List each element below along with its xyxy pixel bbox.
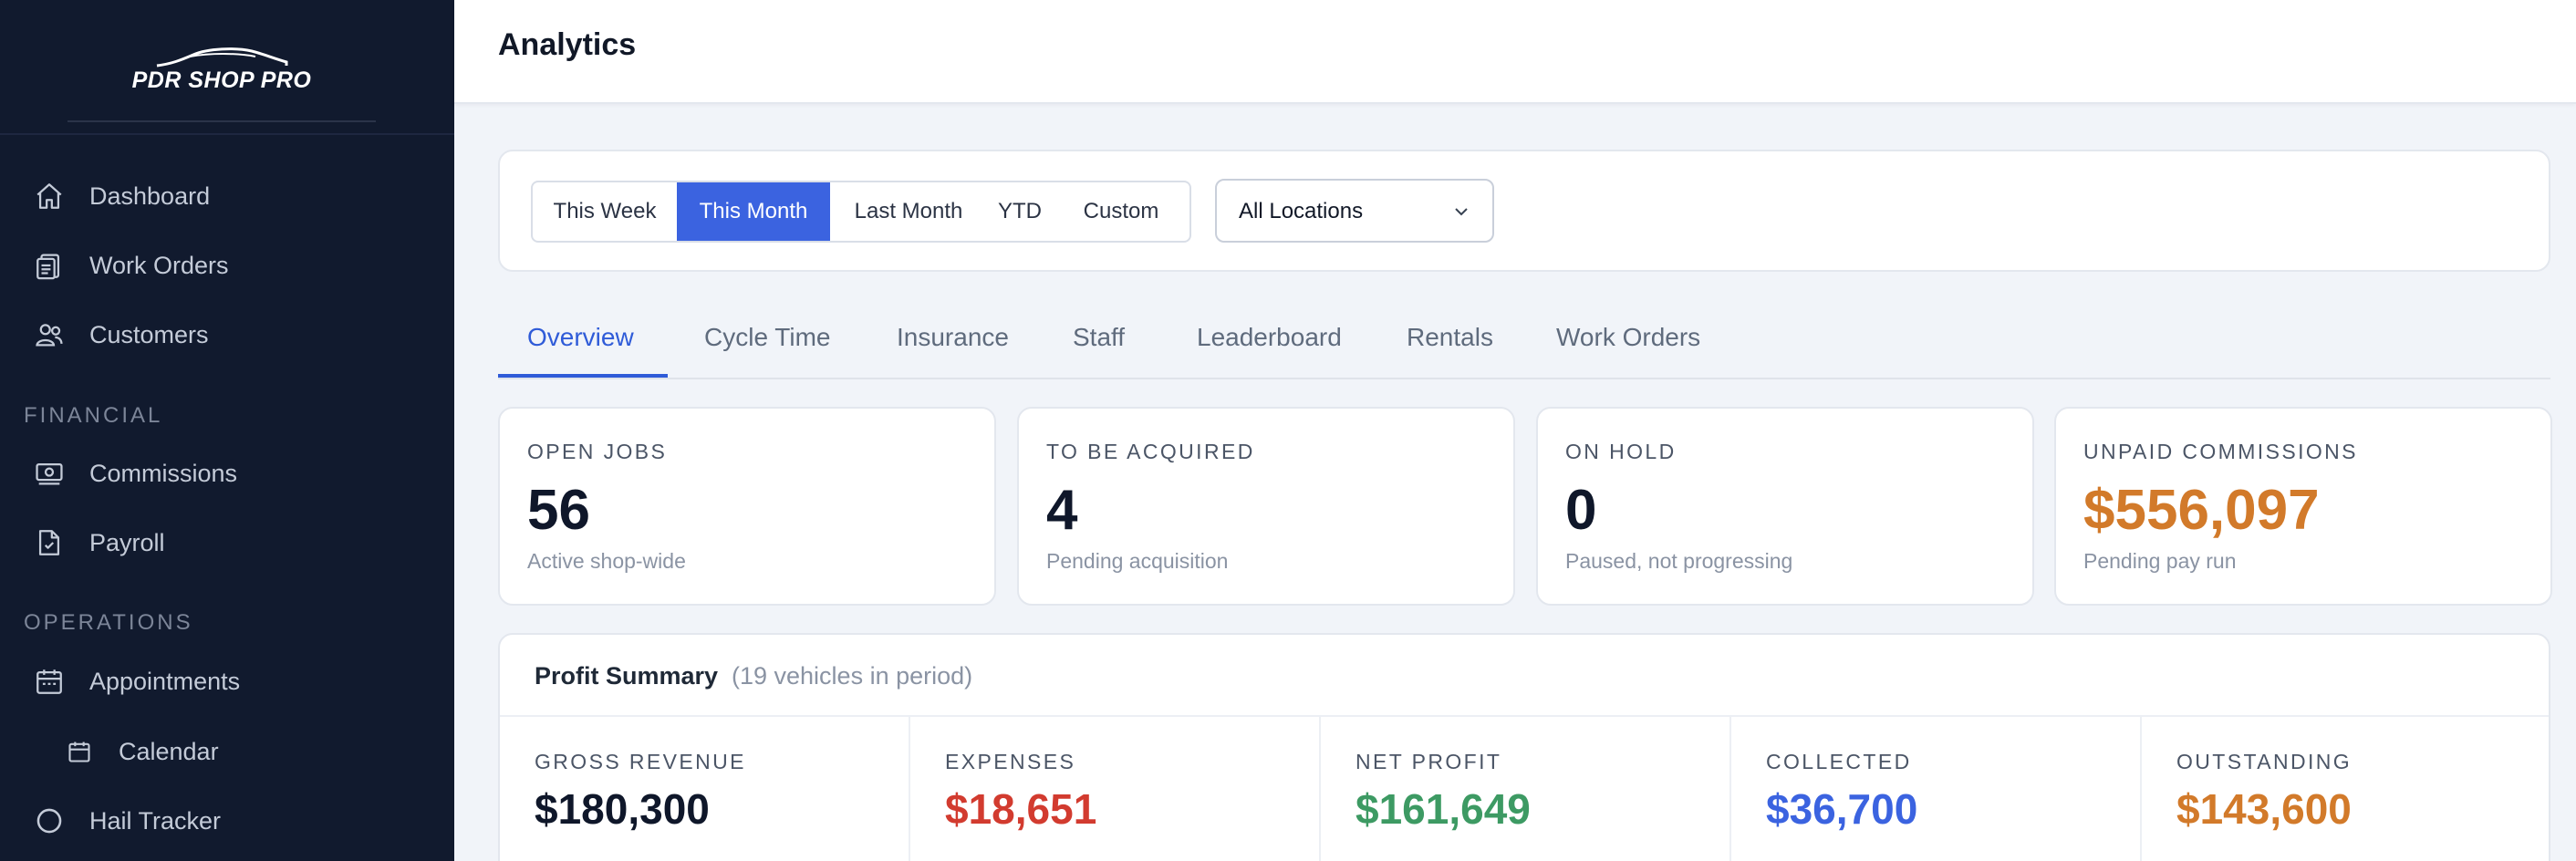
top-header: Analytics: [454, 0, 2576, 104]
metric-value: $180,300: [535, 785, 710, 833]
stat-value: $556,097: [2083, 479, 2320, 542]
metric-expenses: EXPENSES $18,651: [910, 717, 1321, 861]
stat-subtitle: Paused, not progressing: [1565, 549, 1793, 573]
stat-card-open-jobs: OPEN JOBS 56 Active shop-wide: [498, 407, 996, 606]
clipboard-icon: [33, 249, 66, 282]
metric-value: $18,651: [945, 785, 1097, 833]
metric-value: $36,700: [1766, 785, 1918, 833]
sidebar-item-label: Payroll: [89, 528, 165, 556]
filter-panel: This Week This Month Last Month YTD Cust…: [498, 150, 2550, 272]
period-last-month[interactable]: Last Month: [854, 199, 963, 223]
metric-title: GROSS REVENUE: [535, 750, 746, 773]
stat-title: UNPAID COMMISSIONS: [2083, 440, 2358, 463]
page-title: Analytics: [498, 27, 637, 62]
sidebar-item-appointments[interactable]: Appointments: [0, 652, 454, 711]
sidebar-item-calendar[interactable]: Calendar: [0, 722, 454, 781]
metric-title: EXPENSES: [945, 750, 1076, 773]
metric-title: OUTSTANDING: [2176, 750, 2353, 773]
sidebar-divider: [0, 133, 454, 135]
stat-card-on-hold: ON HOLD 0 Paused, not progressing: [1536, 407, 2034, 606]
document-check-icon: [33, 526, 66, 559]
active-tab-indicator: [498, 374, 668, 378]
sidebar-item-payroll[interactable]: Payroll: [0, 513, 454, 572]
sidebar-item-commissions[interactable]: Commissions: [0, 444, 454, 503]
money-icon: [33, 457, 66, 490]
profit-summary-header: Profit Summary (19 vehicles in period): [500, 635, 2549, 717]
stat-title: ON HOLD: [1565, 440, 1677, 463]
metric-collected: COLLECTED $36,700: [1731, 717, 2142, 861]
sidebar-item-label: Hail Tracker: [89, 806, 222, 835]
metric-title: COLLECTED: [1766, 750, 1912, 773]
section-label-financial: FINANCIAL: [24, 403, 163, 428]
stat-title: TO BE ACQUIRED: [1046, 440, 1255, 463]
sidebar: PDR SHOP PRO Dashboard Work Orders Custo…: [0, 0, 454, 861]
car-logo-icon: [156, 47, 288, 67]
location-select[interactable]: All Locations: [1215, 179, 1494, 243]
sidebar-item-work-orders[interactable]: Work Orders: [0, 236, 454, 295]
tab-leaderboard[interactable]: Leaderboard: [1197, 323, 1342, 351]
tab-cycle-time[interactable]: Cycle Time: [704, 323, 831, 351]
sidebar-item-label: Dashboard: [89, 182, 211, 210]
home-icon: [33, 180, 66, 213]
stat-subtitle: Pending acquisition: [1046, 549, 1229, 573]
stat-value: 4: [1046, 479, 1078, 542]
tab-overview[interactable]: Overview: [527, 323, 634, 351]
stat-title: OPEN JOBS: [527, 440, 668, 463]
tab-insurance[interactable]: Insurance: [897, 323, 1009, 351]
stat-card-unpaid-commissions: UNPAID COMMISSIONS $556,097 Pending pay …: [2054, 407, 2552, 606]
calendar-icon: [33, 665, 66, 698]
stat-value: 0: [1565, 479, 1597, 542]
metric-value: $143,600: [2176, 785, 2352, 833]
tab-rentals[interactable]: Rentals: [1407, 323, 1493, 351]
users-icon: [33, 318, 66, 351]
stat-subtitle: Active shop-wide: [527, 549, 686, 573]
tab-work-orders[interactable]: Work Orders: [1556, 323, 1701, 351]
analytics-tabs: Overview Cycle Time Insurance Staff Lead…: [498, 305, 2550, 379]
sidebar-item-label: Customers: [89, 320, 209, 348]
tab-staff[interactable]: Staff: [1073, 323, 1126, 351]
stat-value: 56: [527, 479, 590, 542]
profit-summary-count: (19 vehicles in period): [732, 662, 973, 690]
period-this-month[interactable]: This Month: [677, 182, 830, 241]
metric-net-profit: NET PROFIT $161,649: [1321, 717, 1731, 861]
profit-summary-panel: Profit Summary (19 vehicles in period) G…: [498, 633, 2550, 861]
stat-card-to-be-acquired: TO BE ACQUIRED 4 Pending acquisition: [1017, 407, 1515, 606]
profit-summary-title: Profit Summary: [535, 662, 719, 690]
stat-subtitle: Pending pay run: [2083, 549, 2237, 573]
period-ytd[interactable]: YTD: [998, 199, 1042, 223]
calendar-small-icon: [66, 738, 93, 765]
metric-value: $161,649: [1356, 785, 1531, 833]
metric-gross-revenue: GROSS REVENUE $180,300: [500, 717, 910, 861]
location-select-value: All Locations: [1239, 199, 1364, 223]
metric-outstanding: OUTSTANDING $143,600: [2142, 717, 2552, 861]
metric-title: NET PROFIT: [1356, 750, 1502, 773]
sidebar-item-customers[interactable]: Customers: [0, 306, 454, 364]
brand-name: PDR SHOP PRO: [131, 67, 312, 93]
period-custom[interactable]: Custom: [1083, 199, 1159, 223]
circle-icon: [33, 804, 66, 837]
section-label-operations: OPERATIONS: [24, 610, 193, 635]
period-this-week[interactable]: This Week: [553, 199, 657, 223]
sidebar-item-label: Commissions: [89, 459, 238, 487]
period-selector: This Week This Month Last Month YTD Cust…: [531, 181, 1191, 243]
sidebar-item-label: Work Orders: [89, 251, 229, 279]
sidebar-item-label: Appointments: [89, 667, 241, 695]
sidebar-item-label: Calendar: [119, 737, 219, 765]
brand-logo[interactable]: PDR SHOP PRO: [68, 0, 376, 122]
chevron-down-icon: [1455, 208, 1468, 216]
sidebar-item-dashboard[interactable]: Dashboard: [0, 167, 454, 225]
sidebar-item-hail-tracker[interactable]: Hail Tracker: [0, 792, 454, 850]
